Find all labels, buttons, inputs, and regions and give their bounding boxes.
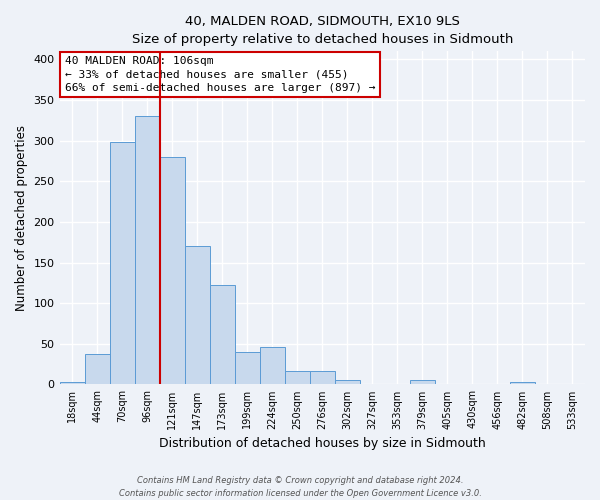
Y-axis label: Number of detached properties: Number of detached properties (15, 125, 28, 311)
Bar (410, 380, 435, 384)
Bar (134, 116, 160, 384)
Text: 40 MALDEN ROAD: 106sqm
← 33% of detached houses are smaller (455)
66% of semi-de: 40 MALDEN ROAD: 106sqm ← 33% of detached… (65, 56, 375, 92)
Bar (209, 286, 235, 384)
Title: 40, MALDEN ROAD, SIDMOUTH, EX10 9LS
Size of property relative to detached houses: 40, MALDEN ROAD, SIDMOUTH, EX10 9LS Size… (131, 15, 513, 46)
Bar (260, 347, 285, 385)
Bar (110, 142, 134, 384)
Bar (160, 157, 185, 384)
Bar (235, 352, 260, 384)
Bar (285, 370, 310, 384)
Bar (310, 370, 335, 384)
X-axis label: Distribution of detached houses by size in Sidmouth: Distribution of detached houses by size … (159, 437, 485, 450)
Text: Contains HM Land Registry data © Crown copyright and database right 2024.
Contai: Contains HM Land Registry data © Crown c… (119, 476, 481, 498)
Bar (510, 382, 535, 384)
Bar (85, 354, 110, 384)
Bar (335, 380, 360, 384)
Bar (185, 246, 209, 384)
Bar (59, 382, 85, 384)
